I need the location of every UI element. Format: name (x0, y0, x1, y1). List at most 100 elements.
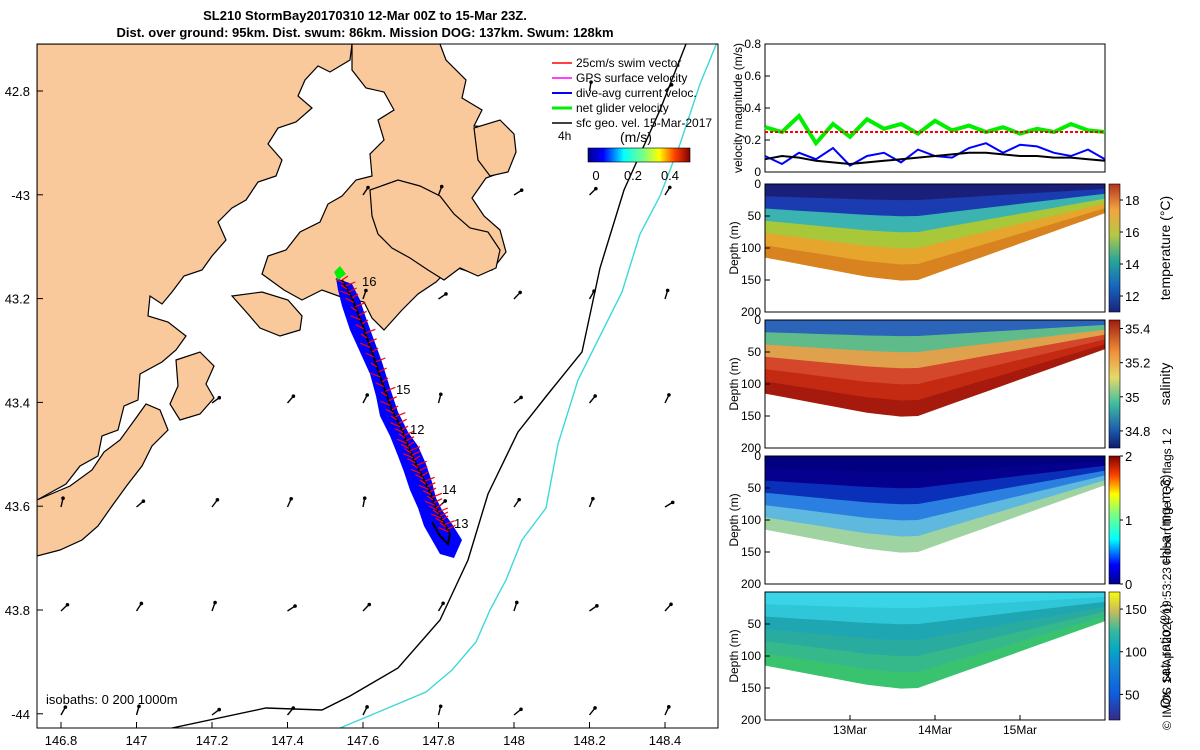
svg-text:25cm/s swim vector: 25cm/s swim vector (576, 56, 681, 70)
heatmap-y-tick-label: 150 (741, 681, 761, 695)
time-x-tick-label: 13Mar (833, 723, 867, 737)
geo-velocity-arrow-head (589, 80, 593, 84)
map-x-tick-label: 146.8 (45, 733, 78, 748)
swim-vector (370, 362, 378, 368)
geo-velocity-arrow-head (215, 498, 220, 502)
geo-velocity-arrow-head (519, 707, 523, 712)
swim-vector (350, 315, 361, 321)
heatmap-band (765, 320, 1105, 337)
land-peninsula-south (230, 291, 303, 337)
legend-item-gps: GPS surface velocity (552, 71, 687, 85)
colorbar-tick-label: 18 (1125, 193, 1139, 208)
velocity-y-tick-label: 0.6 (744, 69, 761, 83)
heatmap-y-tick-label: 0 (754, 449, 761, 463)
geo-velocity-arrow-head (137, 704, 141, 709)
swim-vector (340, 284, 348, 290)
map-x-tick-label: 148.2 (573, 733, 606, 748)
geo-velocity-arrow-head (669, 602, 673, 607)
swim-vector (438, 527, 449, 533)
geo-velocity-arrow-head (593, 706, 597, 710)
map-y-tick-label: 43.8 (5, 603, 30, 618)
swim-vector (335, 278, 344, 284)
swim-vector (435, 503, 443, 509)
swim-vector (416, 460, 427, 466)
heatmap-y-tick-label: 100 (741, 377, 761, 391)
colorbar-tick-label: 12 (1125, 289, 1139, 304)
swim-vector (368, 338, 377, 344)
heatmap-y-tick-label: 150 (741, 273, 761, 287)
variable-label: temperature (°C) (1157, 196, 1173, 300)
colorbar-tick-label: 2 (1125, 449, 1132, 464)
swim-vector (385, 408, 394, 414)
variable-colorbar (1108, 319, 1121, 449)
speed-colorbar-tick: 0.4 (661, 168, 679, 183)
heatmap-y-tick-label: 0 (754, 313, 761, 327)
heatmap-y-tick-label: 100 (741, 649, 761, 663)
heatmap-ylabel: Depth (m) (727, 357, 741, 410)
geo-velocity-arrow-head (514, 600, 519, 605)
legend-item-dive-avg: dive-avg current veloc. (552, 86, 697, 100)
swim-vector (427, 482, 436, 488)
swim-vector (394, 428, 404, 434)
variable-label: Ox. sat. ratio (%) (1157, 603, 1173, 708)
heatmap-y-tick-label: 200 (741, 577, 761, 591)
geo-velocity-arrow-head (519, 188, 524, 193)
svg-text:net glider velocity: net glider velocity (576, 101, 669, 115)
swim-vector (355, 324, 364, 330)
day-label-15: 15 (396, 382, 410, 397)
variable-colorbar (1108, 183, 1121, 313)
geo-velocity-arrow-head (670, 500, 675, 505)
map-axes: 146.8 147 147.2 147.4 147.6 147.8 148 148.2 148.… (5, 84, 682, 748)
geo-velocity-arrow-head (667, 185, 672, 190)
variable-colorbar (1108, 455, 1121, 585)
swim-vector (413, 455, 421, 461)
isobath-200m (171, 44, 687, 728)
geo-velocity-arrow-head (441, 601, 445, 606)
colorbar-tick-label: 34.8 (1125, 424, 1150, 439)
track-start-marker (334, 266, 346, 280)
velocity-y-tick-label: 0.4 (744, 101, 761, 115)
heatmap-y-tick-label: 200 (741, 713, 761, 727)
geo-velocity-arrow-head (65, 602, 70, 607)
geo-velocity-arrow-head (364, 288, 368, 293)
heatmap-ylabel: Depth (m) (727, 629, 741, 682)
legend-item-geo: sfc geo. vel. 15-Mar-2017 (552, 116, 712, 130)
swim-vector (365, 328, 376, 334)
swim-vector (441, 515, 449, 521)
swim-vector (348, 287, 357, 293)
heatmap-y-tick-label: 150 (741, 409, 761, 423)
swim-vector (407, 458, 416, 464)
swim-vector (381, 377, 389, 383)
swim-vector (401, 425, 409, 431)
geo-velocity-arrow-head (217, 707, 221, 712)
swim-vector (432, 509, 440, 515)
map-y-tick-label: 42.8 (5, 84, 30, 99)
speed-colorbar (587, 147, 691, 163)
heatmap-y-tick-label: 50 (748, 617, 762, 631)
legend-item-swim: 25cm/s swim vector (552, 56, 681, 70)
heatmap-panel-2: 0 50 100 150 200 Depth (m) 34.8 35 35.2 35.4 salin… (727, 313, 1173, 455)
swim-vector (409, 446, 421, 452)
swim-vector (411, 463, 419, 469)
geo-velocity-arrow-head (592, 289, 596, 294)
svg-text:dive-avg current veloc.: dive-avg current veloc. (576, 86, 697, 100)
geo-velocity-arrow-head (593, 394, 597, 398)
geo-velocity-arrow-head (365, 705, 369, 709)
velocity-series-line (764, 112, 1106, 147)
swim-vector (424, 500, 436, 506)
heatmap-band (765, 456, 1105, 473)
velocity-y-tick-label: 0.8 (744, 37, 761, 51)
map-x-tick-label: 147.2 (196, 733, 229, 748)
swim-vector (351, 293, 359, 299)
swim-vector (422, 490, 432, 496)
map-y-tick-label: -43 (11, 188, 30, 203)
heatmap-panel-1: 0 50 100 150 200 Depth (m) 12 14 16 18 temperature… (727, 177, 1173, 319)
swim-vector (378, 367, 387, 373)
isobaths-label: isobaths: 0 200 1000m (46, 692, 178, 707)
swim-vector (345, 297, 354, 303)
map-y-tick-label: -44 (11, 707, 30, 722)
swim-vector (390, 422, 401, 428)
day-label-14: 14 (442, 482, 456, 497)
colorbar-tick-label: 35.2 (1125, 356, 1150, 371)
